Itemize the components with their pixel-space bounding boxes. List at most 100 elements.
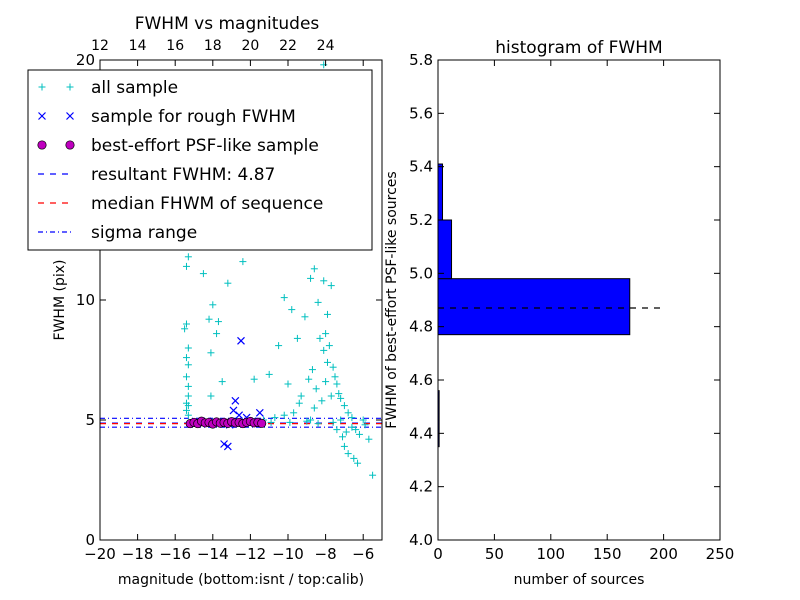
- point-0-47: [331, 373, 339, 381]
- legend-label-3: resultant FWHM: 4.87: [91, 165, 275, 185]
- x-tick-label-1: −18: [122, 545, 154, 563]
- point-0-55: [305, 375, 313, 383]
- point-0-49: [335, 390, 343, 398]
- hist-y-tick-label-2: 4.4: [409, 424, 433, 442]
- histogram-y-axis: 4.0 4.2 4.4 4.6 4.8 5.0 5.2 5.4 5.6 5.8: [409, 51, 720, 549]
- point-0-64: [310, 404, 318, 412]
- x-tick-label-4: −12: [235, 545, 267, 563]
- hist-x-tick-label-4: 200: [649, 545, 678, 563]
- point-0-70: [333, 426, 341, 434]
- point-0-60: [312, 385, 320, 393]
- histogram-x-label: number of sources: [514, 572, 645, 588]
- point-0-83: [369, 471, 377, 479]
- point-0-10: [184, 392, 192, 400]
- point-0-46: [329, 363, 337, 371]
- x-tick-label-5: −10: [272, 545, 304, 563]
- x-tick-label-6: −8: [315, 545, 337, 563]
- point-0-9: [184, 382, 192, 390]
- point-0-41: [316, 334, 324, 342]
- top-tick-label-5: 22: [279, 38, 297, 54]
- y-tick-label-2: 10: [76, 291, 95, 309]
- point-0-94: [352, 426, 360, 434]
- y-tick-label-3: 20: [76, 51, 95, 69]
- point-0-66: [340, 442, 348, 450]
- point-0-91: [329, 418, 337, 426]
- y-tick-label-1: 5: [85, 411, 95, 429]
- point-0-20: [207, 349, 215, 357]
- legend-label-2: best-effort PSF-like sample: [91, 136, 319, 156]
- point-0-26: [250, 375, 258, 383]
- point-0-25: [239, 258, 247, 266]
- point-0-82: [361, 421, 369, 429]
- point-0-38: [310, 265, 318, 273]
- point-0-39: [314, 298, 322, 306]
- point-0-28: [275, 342, 283, 350]
- x-tick-label-0: −20: [84, 545, 116, 563]
- point-0-33: [297, 392, 305, 400]
- point-0-62: [327, 392, 335, 400]
- point-0-79: [323, 310, 331, 318]
- legend-marker-b-1: [66, 112, 74, 120]
- point-0-53: [348, 414, 356, 422]
- top-tick-label-2: 16: [166, 38, 184, 54]
- point-0-27: [265, 370, 273, 378]
- legend-label-5: sigma range: [91, 223, 197, 243]
- hist-x-tick-label-2: 100: [536, 545, 565, 563]
- point-0-12: [184, 402, 192, 410]
- point-0-57: [290, 409, 298, 417]
- x-tick-label-2: −16: [159, 545, 191, 563]
- hist-y-tick-label-4: 4.8: [409, 318, 433, 336]
- point-0-78: [327, 282, 335, 290]
- point-0-45: [323, 358, 331, 366]
- scatter-x-axis: −20 −18 −16 −14 −12 −10 −8 −6: [84, 60, 374, 563]
- point-0-81: [355, 430, 363, 438]
- point-0-50: [337, 394, 345, 402]
- point-1-3: [235, 411, 244, 420]
- legend-marker-a-2: [37, 140, 47, 150]
- legend: all sample sample for rough FWHM best-effo…: [27, 69, 373, 251]
- hist-y-tick-label-3: 4.6: [409, 371, 433, 389]
- scatter-title: FWHM vs magnitudes: [135, 14, 320, 34]
- top-tick-label-6: 24: [317, 38, 335, 54]
- x-tick-label-3: −14: [197, 545, 229, 563]
- hist-x-tick-label-3: 150: [593, 545, 622, 563]
- legend-box: [27, 69, 373, 251]
- point-0-80: [320, 277, 328, 285]
- hist-y-tick-label-6: 5.2: [409, 211, 433, 229]
- hist-y-tick-label-7: 5.4: [409, 158, 433, 176]
- point-0-29: [280, 294, 288, 302]
- point-0-3: [182, 320, 190, 328]
- point-0-15: [199, 270, 207, 278]
- point-0-4: [181, 325, 189, 333]
- point-0-5: [184, 344, 192, 352]
- histogram-bars: [438, 163, 631, 448]
- point-0-6: [182, 354, 190, 362]
- hist-y-tick-label-0: 4.0: [409, 531, 433, 549]
- point-0-85: [359, 416, 367, 424]
- histogram-bar-4: [438, 163, 444, 221]
- point-0-65: [339, 433, 347, 441]
- histogram-x-axis: 0 50 100 150 200 250: [433, 60, 734, 563]
- legend-label-1: sample for rough FWHM: [91, 107, 296, 127]
- point-0-59: [271, 414, 279, 422]
- point-0-17: [205, 315, 213, 323]
- legend-marker-b-2: [65, 140, 75, 150]
- scatter-points: [181, 61, 377, 479]
- legend-marker-b-0: [66, 83, 74, 91]
- point-0-7: [184, 361, 192, 369]
- legend-entry-2: best-effort PSF-like sample: [37, 136, 319, 156]
- hist-y-tick-label-1: 4.2: [409, 478, 433, 496]
- point-0-69: [354, 459, 362, 467]
- point-0-61: [322, 378, 330, 386]
- point-0-8: [182, 373, 190, 381]
- point-1-6: [220, 440, 229, 448]
- scatter-y-label: FWHM (pix): [52, 260, 68, 341]
- point-0-21: [207, 392, 215, 400]
- histogram-bar-2: [438, 278, 631, 336]
- point-0-22: [218, 378, 226, 386]
- point-0-31: [293, 334, 301, 342]
- point-0-92: [337, 416, 345, 424]
- histogram-panel: 0 50 100 150 200 250 4.0 4.2 4.4 4.6 4.8 5.0 5.2 5.4…: [384, 38, 734, 588]
- histogram-bar-3: [438, 219, 453, 280]
